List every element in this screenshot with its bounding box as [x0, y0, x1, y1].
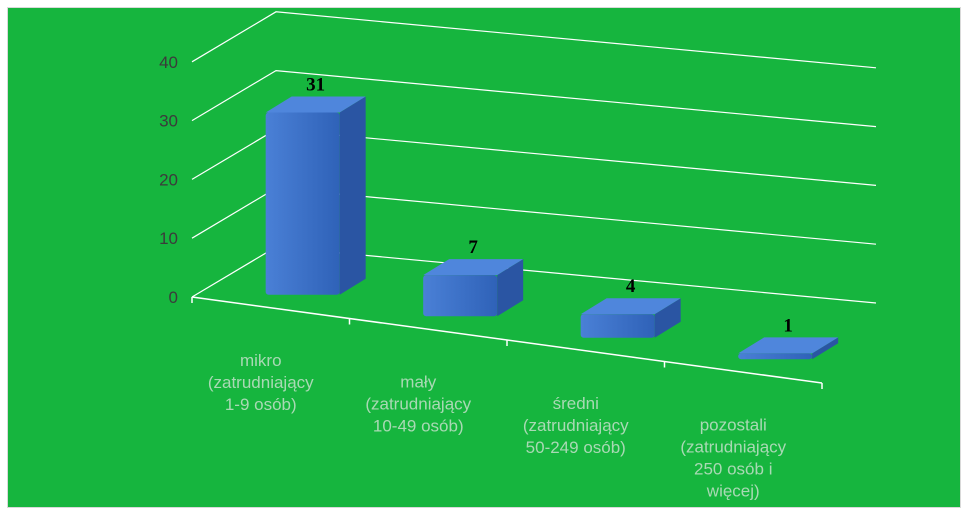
y-tick-label: 30: [159, 112, 178, 131]
bar-side-face: [812, 337, 839, 360]
bar: [580, 298, 681, 338]
data-label: 4: [626, 276, 636, 297]
y-tick-label: 20: [159, 170, 178, 189]
bar-side-face: [654, 298, 681, 338]
category-label: mały (zatrudniający 10-49 osób): [365, 372, 471, 435]
bar-top-face: [265, 96, 366, 113]
bar: [423, 259, 524, 317]
bar-front-face: [423, 275, 498, 317]
bar: [265, 96, 366, 295]
bar-top-face: [580, 298, 681, 315]
category-label: średni (zatrudniający 50-249 osób): [523, 394, 629, 457]
x-axis: [191, 296, 823, 389]
bar-front-face: [265, 112, 340, 295]
x-axis-categories: mikro (zatrudniający 1-9 osób) mały (zatrudn…: [208, 351, 787, 501]
bar-chart-3d: 0 10 20 30 40 31 7 4 1 mikro (zatrudniający 1-9 o…: [159, 11, 877, 501]
y-tick-label: 40: [159, 53, 178, 72]
bar-top-face: [423, 259, 524, 276]
chart-area: 0 10 20 30 40 31 7 4 1 mikro (zatrudniający 1-9 o…: [7, 7, 961, 508]
y-axis-ticks: 0 10 20 30 40: [159, 53, 178, 307]
bar-side-face: [497, 259, 524, 317]
bar-side-face: [339, 96, 366, 295]
bar-front-face: [738, 353, 813, 360]
bars: [265, 96, 839, 360]
bar-top-face: [738, 337, 839, 354]
data-labels: 31 7 4 1: [306, 74, 793, 336]
y-tick-label: 10: [159, 229, 178, 248]
gridline: [191, 11, 877, 69]
gridline: [191, 69, 877, 128]
data-label: 7: [468, 237, 478, 258]
category-label: pozostali (zatrudniający 250 osób i więcej): [680, 415, 786, 500]
bar: [738, 337, 839, 360]
category-label: mikro (zatrudniający 1-9 osób): [208, 351, 314, 414]
data-label: 31: [306, 74, 325, 95]
data-label: 1: [783, 315, 793, 336]
bar-front-face: [580, 314, 655, 338]
y-tick-label: 0: [169, 288, 178, 307]
